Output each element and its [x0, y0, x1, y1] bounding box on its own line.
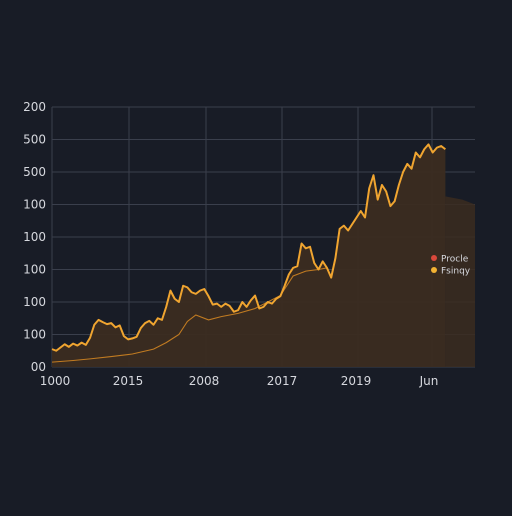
- legend-label: Fsinqy: [441, 267, 471, 277]
- secondary-series-line: [51, 267, 328, 363]
- y-axis-ticks: 200 500 500 100 100 100 100 100 00: [23, 100, 46, 374]
- y-tick-label: 100: [23, 230, 46, 244]
- series-lines: [51, 143, 446, 363]
- y-tick-label: 100: [23, 295, 46, 309]
- legend-marker: [431, 255, 437, 261]
- price-series-line: [51, 143, 446, 352]
- tail-area: [445, 196, 475, 367]
- y-tick-label: 00: [31, 360, 46, 374]
- x-tick-label: 2015: [113, 374, 144, 388]
- x-tick-label: 2017: [267, 374, 298, 388]
- y-tick-label: 100: [23, 263, 46, 277]
- y-tick-label: 500: [23, 133, 46, 147]
- x-tick-label: Jun: [419, 374, 439, 388]
- x-tick-label: 2008: [189, 374, 220, 388]
- y-tick-label: 200: [23, 100, 46, 114]
- x-axis-ticks: 1000 2015 2008 2017 2019 Jun: [40, 374, 439, 388]
- x-tick-label: 2019: [341, 374, 372, 388]
- price-area: [52, 144, 446, 367]
- y-tick-label: 500: [23, 165, 46, 179]
- legend: Procle Fsinqy: [431, 255, 471, 277]
- x-tick-label: 1000: [40, 374, 71, 388]
- y-tick-label: 100: [23, 198, 46, 212]
- y-tick-label: 100: [23, 328, 46, 342]
- legend-marker: [431, 267, 437, 273]
- legend-label: Procle: [441, 255, 469, 265]
- area-fill-layer: [52, 144, 475, 367]
